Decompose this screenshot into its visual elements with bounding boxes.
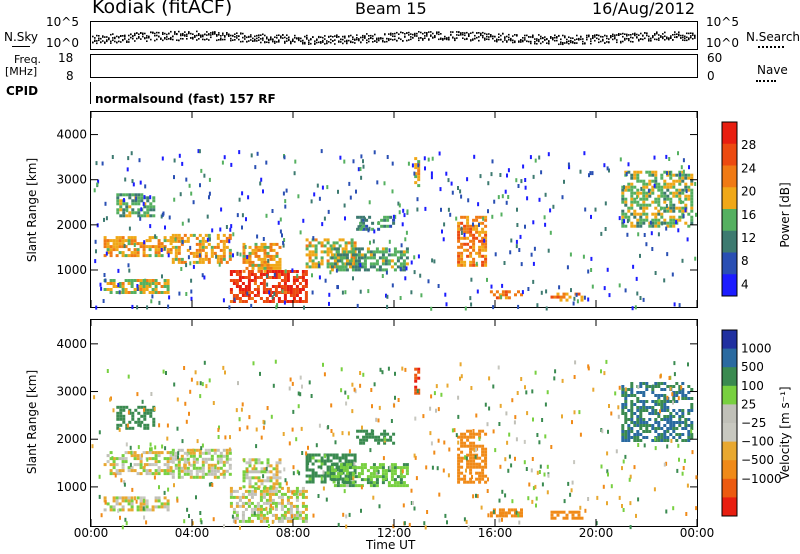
noise-panel <box>90 21 698 50</box>
velocity-ylabel: Slant Range [km] <box>25 369 39 475</box>
x-tick-label: 04:00 <box>175 526 210 540</box>
nave-tick-bottom: 0 <box>707 69 715 83</box>
x-tick-label: 00:00 <box>74 526 109 540</box>
velocity-colorbar-tick: −100 <box>741 435 774 449</box>
velocity-colorbar-tick: −500 <box>741 453 774 467</box>
velocity-colorbar-cell <box>722 441 737 461</box>
velocity-colorbar-cell <box>722 385 737 405</box>
velocity-colorbar-tick: −1000 <box>741 472 782 486</box>
noise-tick-right-top: 10^5 <box>706 15 739 29</box>
power-colorbar-cell <box>722 165 737 188</box>
velocity-colorbar-label: Velocity [m s⁻¹] <box>778 386 792 480</box>
nsearch-legend-line <box>758 46 784 48</box>
cpid-text: normalsound (fast) 157 RF <box>95 92 276 106</box>
power-colorbar-tick: 4 <box>741 277 749 291</box>
beam-title: Beam 15 <box>355 0 427 18</box>
power-colorbar-cell <box>722 274 737 297</box>
power-colorbar-tick: 16 <box>741 208 756 222</box>
velocity-panel <box>90 319 698 527</box>
velocity-colorbar-tick: 500 <box>741 360 764 374</box>
y-tick-label: 3000 <box>56 385 87 399</box>
noise-tick-left-bottom: 10^0 <box>46 36 79 50</box>
power-colorbar-tick: 24 <box>741 161 756 175</box>
velocity-colorbar-cell <box>722 423 737 443</box>
power-colorbar-cell <box>722 122 737 145</box>
velocity-colorbar-tick: 25 <box>741 397 756 411</box>
power-colorbar-tick: 8 <box>741 254 749 268</box>
velocity-colorbar-tick: 100 <box>741 379 764 393</box>
cpid-label: CPID <box>6 84 39 98</box>
velocity-colorbar-cell <box>722 367 737 387</box>
power-colorbar-frame <box>721 121 738 297</box>
nsky-legend-line <box>12 46 30 47</box>
power-colorbar-label: Power [dB] <box>778 182 792 248</box>
nsearch-label: N.Search <box>746 30 800 44</box>
velocity-colorbar-cell <box>722 460 737 480</box>
power-ylabel: Slant Range [km] <box>25 157 39 263</box>
x-tick-label: 20:00 <box>579 526 614 540</box>
power-colorbar-cell <box>722 143 737 166</box>
nave-tick-top: 60 <box>707 51 723 65</box>
x-tick-label: 08:00 <box>276 526 311 540</box>
y-tick-label: 3000 <box>56 173 87 187</box>
noise-tick-right-bottom: 10^0 <box>706 36 739 50</box>
power-panel <box>90 111 698 308</box>
y-tick-label: 2000 <box>56 432 87 446</box>
x-axis-label: Time UT <box>366 538 416 552</box>
velocity-colorbar-cell <box>722 348 737 368</box>
power-colorbar-tick: 28 <box>741 138 756 152</box>
velocity-colorbar-tick: −25 <box>741 416 766 430</box>
freq-tick-bottom: 8 <box>66 69 74 83</box>
cpid-tick <box>90 82 91 104</box>
x-tick-label: 16:00 <box>478 526 513 540</box>
velocity-colorbar-cell <box>722 478 737 498</box>
station-title: Kodiak (fitACF) <box>92 0 233 18</box>
power-colorbar-tick: 12 <box>741 231 756 245</box>
y-tick-label: 1000 <box>56 263 87 277</box>
velocity-colorbar-frame <box>721 329 738 517</box>
velocity-colorbar-cell <box>722 404 737 424</box>
velocity-colorbar-cell <box>722 330 737 350</box>
y-tick-label: 1000 <box>56 480 87 494</box>
freq-tick-top: 18 <box>58 51 74 65</box>
freq-panel <box>90 54 698 78</box>
x-tick-label: 00:00 <box>680 526 715 540</box>
velocity-colorbar-cell <box>722 497 737 517</box>
date-title: 16/Aug/2012 <box>592 0 696 18</box>
y-tick-label: 2000 <box>56 218 87 232</box>
nave-legend-line <box>756 80 776 82</box>
nsky-label: N.Sky <box>4 30 39 44</box>
power-colorbar-cell <box>722 187 737 210</box>
nave-label: Nave <box>757 63 788 77</box>
velocity-colorbar-tick: 1000 <box>741 342 772 356</box>
power-colorbar-tick: 20 <box>741 185 756 199</box>
power-colorbar-cell <box>722 209 737 232</box>
y-tick-label: 4000 <box>56 128 87 142</box>
y-tick-label: 4000 <box>56 337 87 351</box>
noise-tick-left-top: 10^5 <box>46 15 79 29</box>
power-colorbar-cell <box>722 252 737 275</box>
freq-label: Freq. <box>14 53 42 66</box>
power-colorbar-cell <box>722 230 737 253</box>
freq-unit: [MHz] <box>5 65 38 78</box>
